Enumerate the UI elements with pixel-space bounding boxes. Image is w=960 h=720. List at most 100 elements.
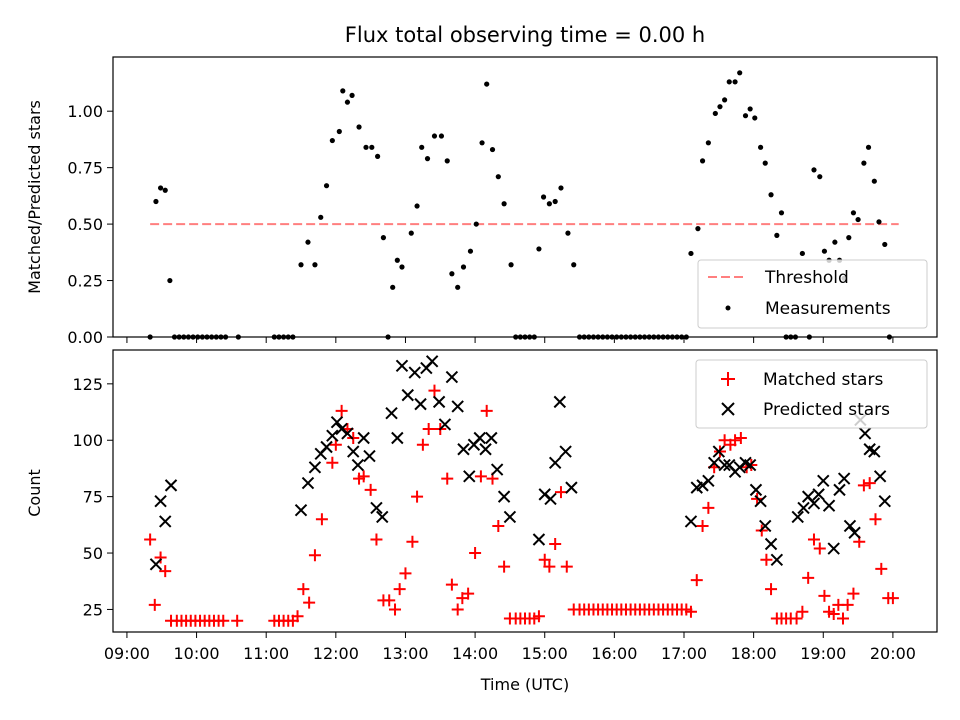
bottom-y-tick-label: 100 — [72, 431, 103, 450]
predicted-star-point — [425, 355, 439, 368]
predicted-star-point — [718, 458, 731, 472]
measurement-point — [726, 79, 732, 85]
x-tick-label: 12:00 — [313, 644, 359, 663]
predicted-star-point — [764, 537, 778, 551]
predicted-star-point — [370, 501, 383, 515]
measurement-point — [318, 214, 324, 220]
predicted-star-point — [743, 458, 757, 472]
predicted-star-point — [770, 553, 784, 567]
measurement-point — [811, 167, 817, 173]
measurement-point — [153, 198, 159, 205]
measurement-point — [162, 187, 168, 193]
matched-star-point — [406, 535, 419, 548]
predicted-star-point — [749, 483, 763, 497]
x-tick-label: 10:00 — [174, 644, 220, 663]
predicted-star-point — [822, 499, 836, 512]
measurement-point — [882, 241, 888, 248]
predicted-star-point — [445, 370, 459, 384]
matched-star-point — [875, 562, 888, 575]
measurement-point — [329, 137, 335, 144]
measurement-point — [419, 144, 425, 150]
predicted-star-point — [812, 488, 825, 501]
predicted-star-point — [548, 456, 562, 470]
matched-star-point — [154, 551, 167, 564]
measurement-point — [438, 133, 445, 139]
top-legend-box — [697, 259, 928, 329]
measurement-point — [540, 194, 547, 200]
top-y-tick-label: 0.00 — [67, 328, 103, 347]
legend-predicted-swatch — [721, 402, 735, 416]
top-chart-title: Flux total observing time = 0.00 h — [345, 23, 705, 47]
matched-star-point — [729, 434, 742, 447]
matched-star-point — [451, 603, 464, 616]
measurement-point — [737, 70, 743, 76]
x-tick-label: 15:00 — [522, 644, 568, 663]
measurement-point — [747, 106, 753, 112]
predicted-star-point — [553, 395, 567, 409]
measurement-point — [414, 203, 420, 209]
predicted-star-point — [544, 492, 557, 506]
measurement-point — [861, 160, 867, 166]
matched-star-point — [148, 598, 161, 611]
top-plot-frame — [112, 56, 938, 338]
matched-star-point — [702, 501, 715, 514]
predicted-star-point — [868, 445, 881, 458]
predicted-star-points — [149, 355, 891, 571]
measurement-point — [336, 128, 342, 135]
legend-measurements-swatch — [725, 305, 731, 311]
measurement-point — [369, 144, 375, 150]
predicted-star-point — [414, 397, 427, 411]
measurement-point — [546, 201, 552, 207]
matched-star-point — [802, 571, 815, 584]
predicted-star-point — [559, 445, 572, 458]
measurement-point — [305, 239, 311, 245]
matched-star-point — [416, 438, 429, 451]
measurement-point — [394, 257, 400, 263]
predicted-star-point — [754, 494, 767, 508]
x-tick-label: 20:00 — [870, 644, 916, 663]
measurement-point — [571, 262, 577, 268]
matched-star-point — [813, 542, 826, 555]
predicted-star-point — [457, 443, 470, 456]
predicted-star-point — [376, 510, 389, 524]
measurement-point — [699, 158, 706, 164]
measurement-point — [431, 133, 438, 139]
matched-star-point — [308, 549, 321, 562]
measurement-point — [344, 99, 351, 105]
matched-star-point — [790, 612, 803, 625]
predicted-star-point — [759, 519, 772, 533]
measurement-point — [323, 183, 330, 189]
matched-star-point — [469, 547, 482, 560]
matched-star-point — [847, 587, 860, 600]
measurement-point — [768, 192, 774, 198]
measurement-point — [375, 153, 381, 159]
measurement-point — [444, 158, 450, 164]
predicted-star-point — [473, 431, 486, 445]
predicted-star-point — [308, 461, 322, 474]
matched-star-point — [807, 533, 820, 546]
x-tick-label: 17:00 — [661, 644, 707, 663]
predicted-star-point — [684, 515, 698, 528]
measurement-point — [846, 235, 852, 241]
predicted-star-point — [837, 472, 851, 485]
x-tick-label: 19:00 — [800, 644, 846, 663]
predicted-star-point — [833, 483, 846, 497]
measurement-point — [157, 185, 164, 191]
measurement-point — [508, 262, 514, 268]
top-y-tick-label: 1.00 — [67, 102, 103, 121]
matched-star-point — [422, 422, 435, 435]
matched-star-point — [217, 614, 230, 627]
predicted-star-point — [479, 443, 492, 456]
measurement-point — [688, 250, 694, 257]
bottom-y-tick-label: 75 — [83, 488, 103, 507]
predicted-star-point — [301, 476, 315, 490]
x-tick-label: 11:00 — [243, 644, 289, 663]
measurement-point — [399, 264, 405, 270]
measurement-point — [356, 124, 362, 130]
bottom-legend-box — [695, 359, 928, 429]
matched-star-point — [441, 472, 454, 485]
measurement-point — [489, 146, 496, 153]
matched-star-point — [411, 490, 424, 503]
matched-star-point — [827, 607, 840, 620]
predicted-star-point — [395, 359, 409, 372]
